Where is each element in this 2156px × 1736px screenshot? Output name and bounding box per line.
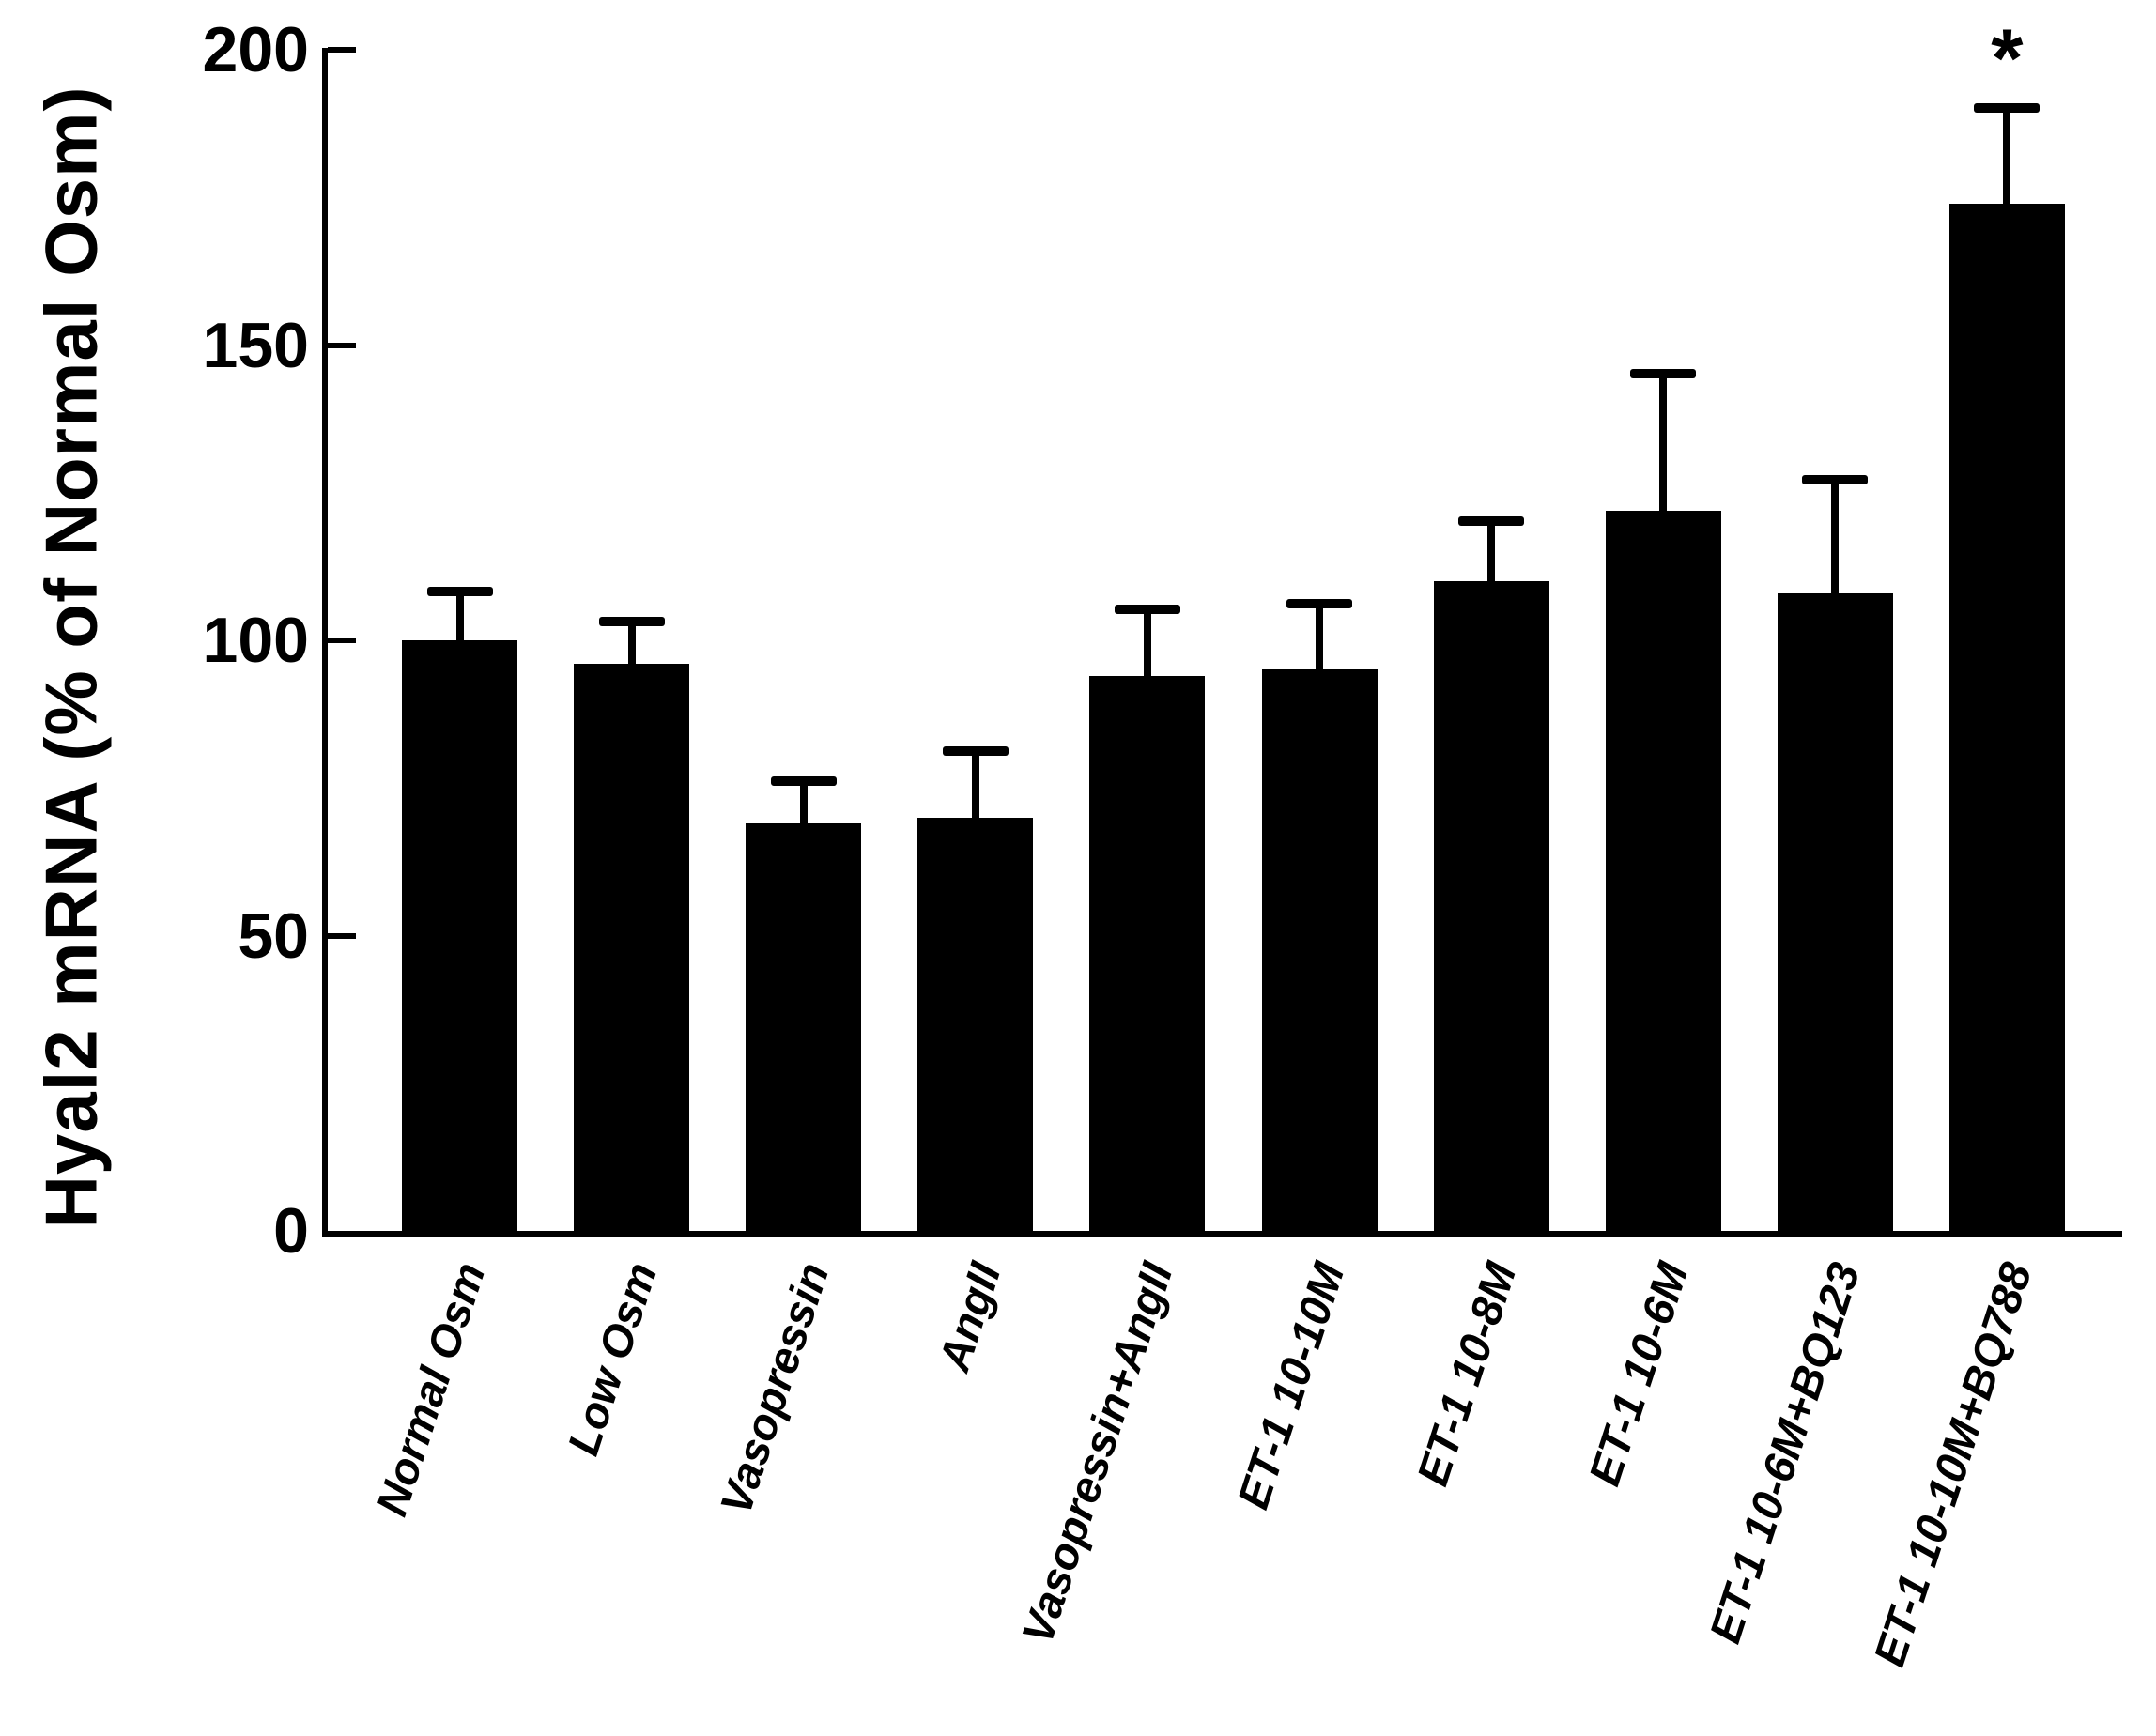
error-bar-stem (971, 746, 979, 818)
error-bar-stem (799, 776, 808, 823)
error-bar-stem (2003, 102, 2011, 204)
bar (1433, 581, 1549, 1231)
bar (1261, 669, 1378, 1231)
x-axis-line (322, 1231, 2122, 1237)
x-category-label: ET-1 10-6M+BQ123 (1700, 1256, 1870, 1650)
y-tick-label: 200 (202, 14, 309, 85)
bar (1777, 592, 1893, 1231)
error-bar-cap (598, 616, 665, 626)
y-tick-label: 0 (273, 1195, 309, 1267)
y-tick-label: 150 (202, 309, 309, 381)
bar (917, 817, 1034, 1231)
error-bar-cap (1114, 605, 1180, 615)
y-axis-line (322, 48, 328, 1237)
error-bar-cap (1458, 515, 1525, 526)
error-bar-stem (1143, 605, 1151, 676)
x-category-label: Low Osm (557, 1256, 667, 1461)
error-bar-stem (1316, 598, 1323, 670)
y-tick-label: 50 (238, 899, 309, 972)
error-bar-cap (770, 776, 837, 786)
x-category-label: Normal Osm (365, 1256, 495, 1522)
error-bar-stem (1831, 474, 1840, 593)
x-category-label: ET-1 10-8M (1407, 1256, 1526, 1492)
y-tick-label: 100 (202, 605, 309, 676)
error-bar-stem (1487, 515, 1496, 582)
y-tick (328, 342, 356, 348)
y-tick (328, 932, 356, 939)
x-category-label: AngII (928, 1256, 1010, 1377)
error-bar-cap (1286, 598, 1352, 608)
error-bar-stem (1659, 368, 1668, 511)
x-category-label: Vasopressin (709, 1256, 839, 1520)
x-category-label: Vasopressin+AngII (1011, 1256, 1182, 1650)
y-tick (328, 47, 356, 53)
bar (574, 664, 690, 1231)
error-bar-cap (1630, 368, 1697, 378)
bar (1605, 510, 1721, 1231)
x-category-label: ET-1 10-10M+BQ788 (1864, 1256, 2041, 1672)
bar (1089, 675, 1206, 1231)
error-bar-cap (942, 746, 1009, 757)
bar (746, 822, 862, 1231)
bar (1948, 203, 2065, 1231)
y-tick (328, 638, 356, 643)
bar (402, 640, 517, 1231)
error-bar-cap (1802, 474, 1869, 484)
x-category-label: ET-1 10-10M (1227, 1256, 1354, 1515)
error-bar-cap (1974, 102, 2040, 113)
error-bar-stem (627, 616, 636, 665)
x-category-label: ET-1 10-6M (1578, 1256, 1698, 1492)
error-bar-stem (455, 587, 464, 640)
error-bar-cap (426, 587, 493, 597)
significance-asterisk: * (1991, 10, 2024, 104)
